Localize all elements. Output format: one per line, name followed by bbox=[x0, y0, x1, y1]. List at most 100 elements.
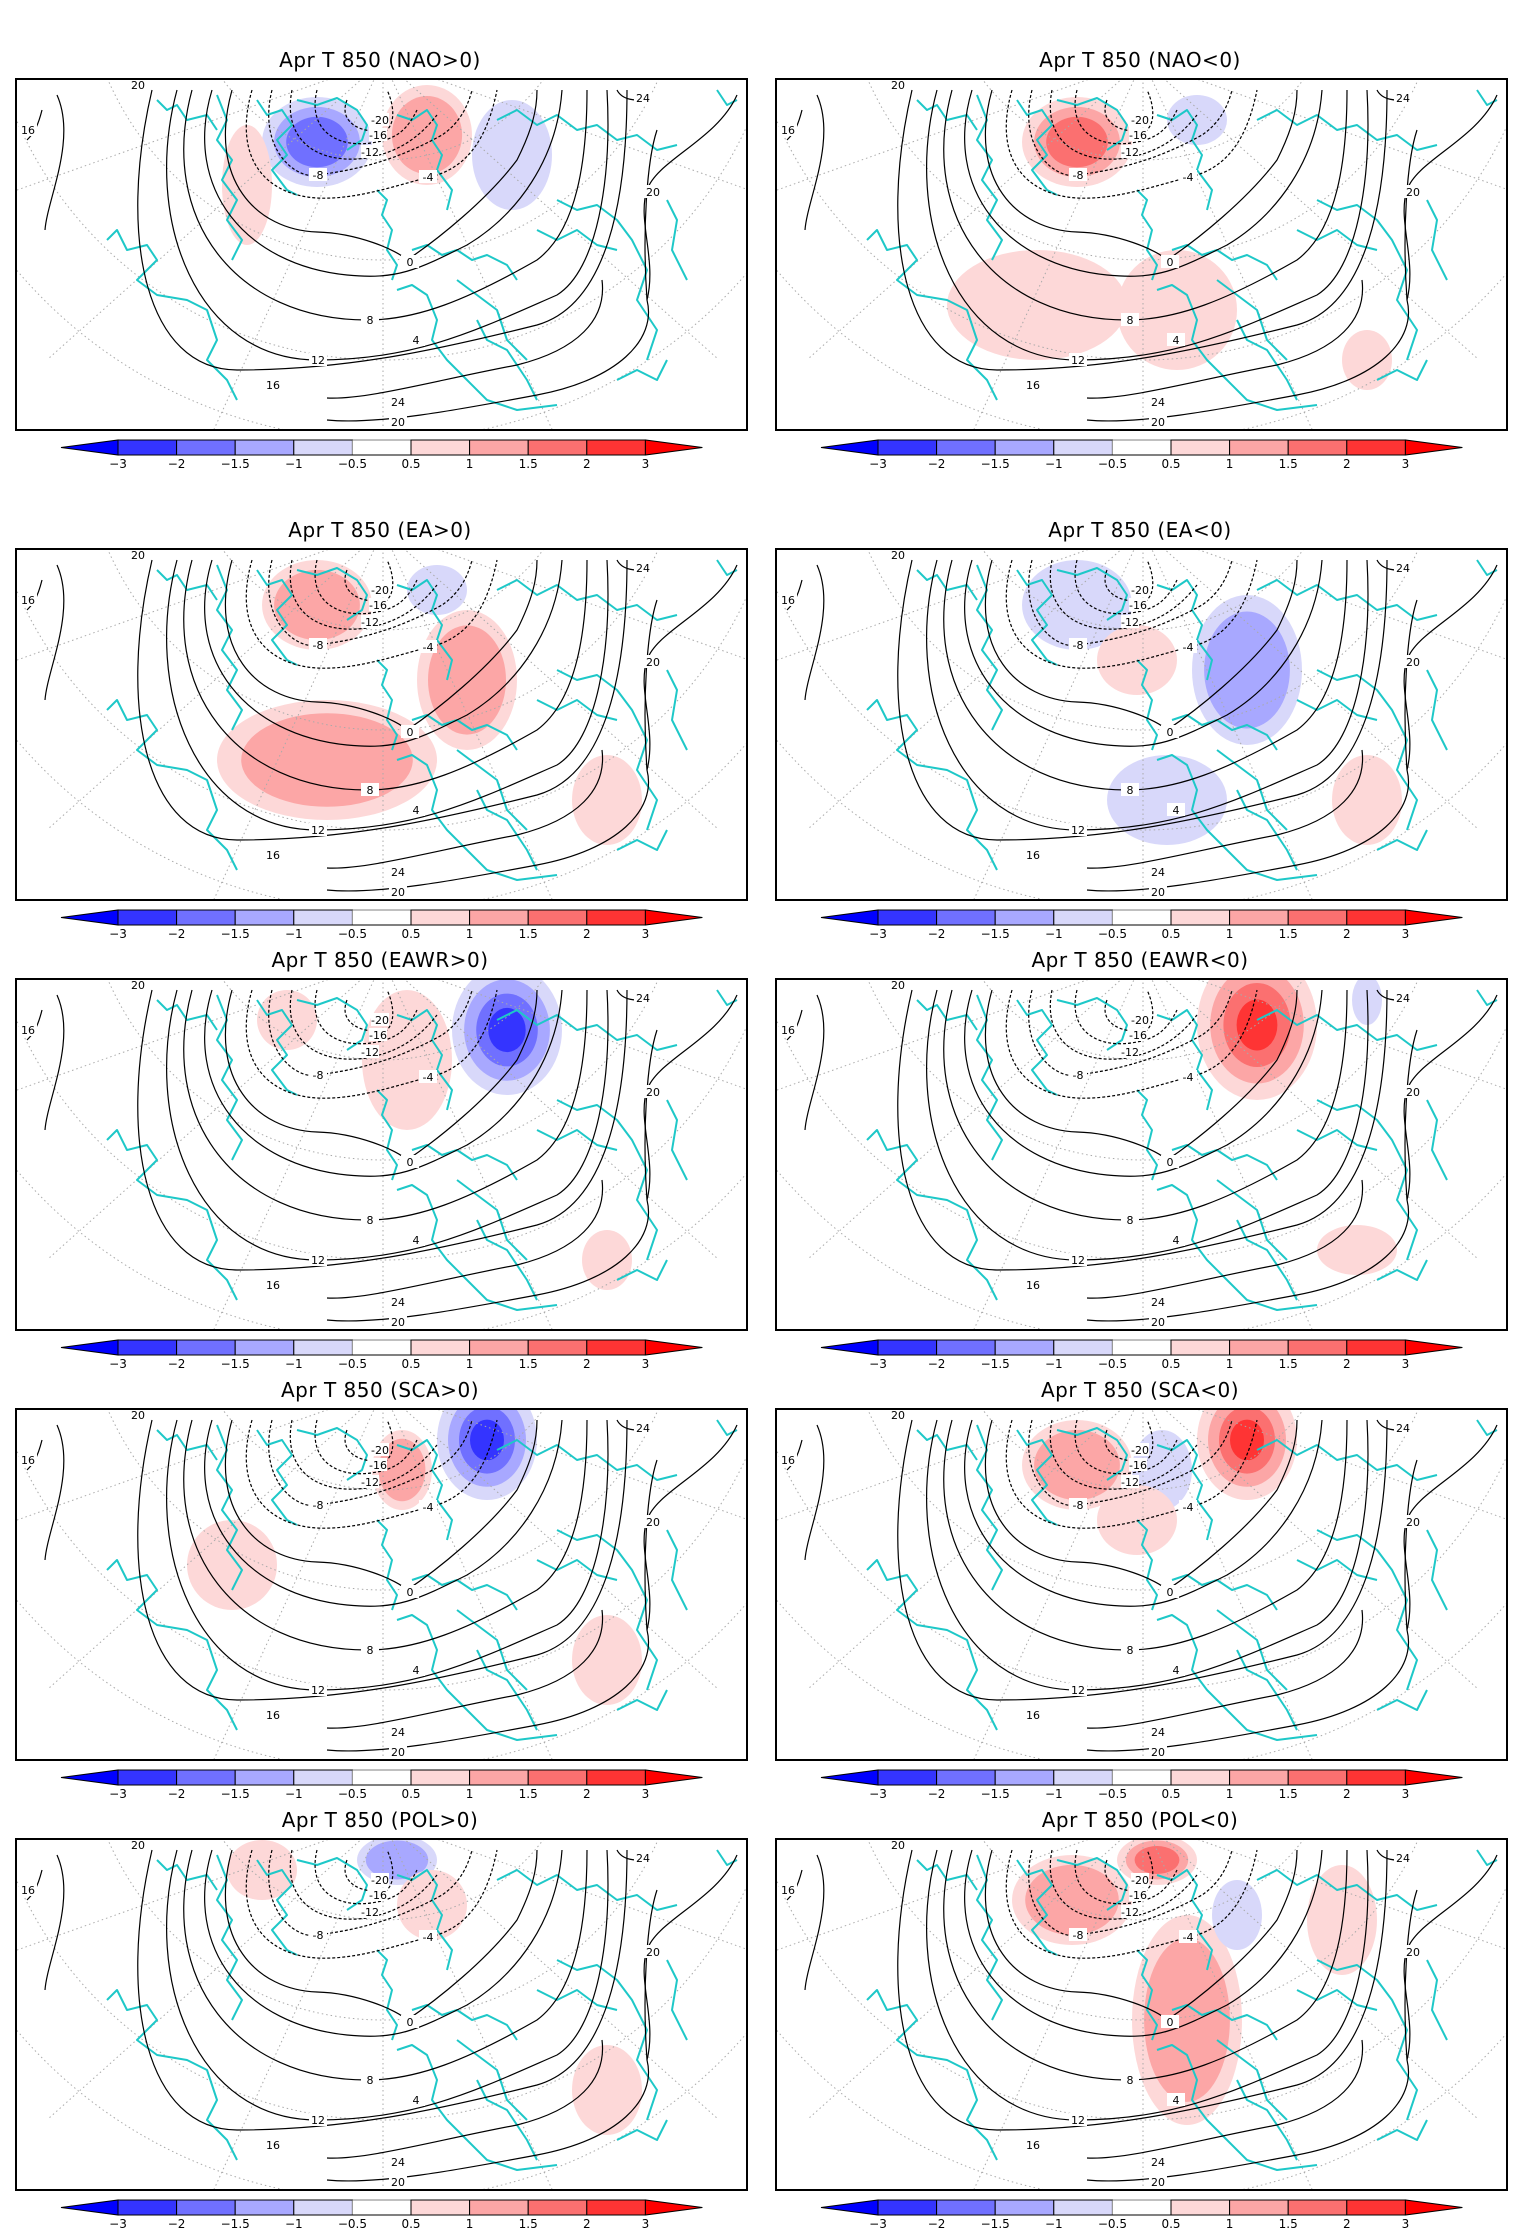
contour-line bbox=[326, 279, 604, 399]
colorbar-segment bbox=[1112, 1770, 1171, 1785]
panel-title: Apr T 850 (EAWR<0) bbox=[1031, 948, 1249, 972]
contour-label: 0 bbox=[1167, 726, 1174, 739]
anomaly-positive bbox=[1332, 755, 1402, 845]
map-canvas: 20 16 -20 -16 -12 -8 -4 0 4 8 12 16 24 20 24 20 bbox=[777, 1840, 1506, 2189]
contour-line bbox=[1086, 1889, 1418, 2182]
coastline bbox=[1376, 359, 1428, 381]
colorbar-segment bbox=[936, 1769, 996, 1786]
colorbar-min-arrow bbox=[820, 1769, 879, 1786]
coastline bbox=[616, 1259, 668, 1281]
coastline bbox=[496, 109, 678, 151]
contour-line bbox=[137, 559, 628, 841]
coastline bbox=[1426, 199, 1448, 281]
panel-title: Apr T 850 (EAWR>0) bbox=[271, 948, 489, 972]
colorbar-segment bbox=[234, 439, 295, 456]
contour-line bbox=[166, 89, 609, 361]
colorbar-tick-label: 0.5 bbox=[1161, 927, 1180, 941]
contour-label: 20 bbox=[131, 1840, 145, 1852]
contour-line bbox=[1086, 1179, 1364, 1299]
contour-line bbox=[1005, 559, 1258, 669]
contour-line bbox=[183, 989, 588, 1221]
colorbar-tick-label: −1.5 bbox=[221, 927, 250, 941]
colorbar-segment bbox=[936, 909, 996, 926]
contour-line bbox=[289, 1419, 438, 1490]
colorbar-tick-label: 3 bbox=[1402, 457, 1410, 471]
map-canvas: 20 16 -20 -16 -12 -8 -4 0 4 8 12 16 24 20 24 20 bbox=[777, 980, 1506, 1329]
contour-line bbox=[964, 559, 1323, 747]
coastline bbox=[866, 229, 998, 401]
contour-label: -16 bbox=[1129, 1889, 1147, 1902]
contour-line bbox=[1074, 89, 1178, 145]
anomaly-positive bbox=[572, 1615, 642, 1705]
coastline bbox=[411, 714, 518, 751]
coastline bbox=[1476, 89, 1498, 106]
colorbar-segment bbox=[1287, 1339, 1348, 1356]
coastline bbox=[1156, 284, 1318, 411]
colorbar-segment bbox=[293, 1769, 353, 1786]
coastline bbox=[866, 1559, 998, 1731]
contour-label: 24 bbox=[1396, 992, 1410, 1005]
contour-label: 8 bbox=[367, 1644, 374, 1657]
contour-label: 20 bbox=[391, 886, 405, 899]
panel-title: Apr T 850 (POL<0) bbox=[1041, 1808, 1239, 1832]
contour-label: -16 bbox=[1129, 1029, 1147, 1042]
map-frame: 20 16 -20 -16 -12 -8 -4 0 4 8 12 16 24 20 24 20 bbox=[775, 548, 1508, 901]
colorbar-segment bbox=[1170, 1339, 1231, 1356]
colorbar-segment bbox=[1287, 909, 1348, 926]
colorbar-tick-label: −3 bbox=[109, 1787, 127, 1801]
contour-line bbox=[926, 1849, 1369, 2121]
colorbar-tick-label: −0.5 bbox=[1098, 2217, 1127, 2231]
anomaly-negative bbox=[472, 100, 552, 210]
contour-label: 4 bbox=[413, 804, 420, 817]
colorbar-tick-label: −2 bbox=[168, 457, 186, 471]
coastline bbox=[1171, 244, 1278, 281]
colorbar-segment bbox=[234, 2199, 295, 2216]
map-panel: Apr T 850 (NAO>0) 20 16 -20 -16 -12 -8 -4 0 4 8 12 1… bbox=[0, 48, 760, 478]
contour-line bbox=[137, 989, 628, 1271]
colorbar-tick-label: −1.5 bbox=[981, 1787, 1010, 1801]
coastline bbox=[496, 579, 678, 621]
colorbar-tick-label: 3 bbox=[1402, 927, 1410, 941]
coastline bbox=[106, 229, 238, 401]
colorbar-max-arrow bbox=[1404, 2199, 1463, 2216]
temperature-contours bbox=[786, 1419, 1498, 1752]
contour-line bbox=[897, 559, 1388, 841]
panel-title: Apr T 850 (NAO<0) bbox=[1039, 48, 1241, 72]
contour-label: 8 bbox=[1127, 1214, 1134, 1227]
contour-label: 4 bbox=[413, 1664, 420, 1677]
contour-line bbox=[137, 89, 628, 371]
contour-label: -8 bbox=[313, 639, 324, 652]
coastlines bbox=[106, 559, 738, 881]
coastline bbox=[376, 1089, 398, 1181]
coastline bbox=[976, 564, 1003, 731]
contour-line bbox=[204, 1419, 563, 1607]
coastline bbox=[216, 564, 243, 731]
coastline bbox=[616, 359, 668, 381]
contour-line bbox=[44, 994, 65, 1131]
coastline bbox=[1426, 669, 1448, 751]
coastline bbox=[1236, 1649, 1298, 1731]
colorbar-tick-label: −3 bbox=[869, 1357, 887, 1371]
contour-line bbox=[137, 1419, 628, 1701]
coastline bbox=[536, 1129, 618, 1151]
coastline bbox=[556, 1529, 658, 1691]
contour-line bbox=[943, 89, 1348, 321]
anomaly-shading bbox=[222, 85, 552, 245]
contour-label: 12 bbox=[311, 1684, 325, 1697]
colorbar-segment bbox=[410, 2199, 471, 2216]
coastline bbox=[666, 1529, 688, 1611]
coastline bbox=[1316, 1099, 1418, 1261]
contour-label: 20 bbox=[891, 980, 905, 992]
colorbar-segment bbox=[1112, 2200, 1171, 2215]
colorbar-segment bbox=[1229, 909, 1289, 926]
panel-title: Apr T 850 (SCA<0) bbox=[1041, 1378, 1239, 1402]
map-frame: 20 16 -20 -16 -12 -8 -4 0 4 8 12 16 24 20 24 20 bbox=[15, 1408, 748, 1761]
contour-line bbox=[1049, 559, 1198, 630]
contour-label: -20 bbox=[1131, 1014, 1149, 1027]
coastline bbox=[866, 1129, 998, 1301]
map-canvas: 20 16 -20 -16 -12 -8 -4 0 4 8 12 16 24 20 24 20 bbox=[17, 1410, 746, 1759]
contour-label: 0 bbox=[1167, 1156, 1174, 1169]
colorbar-tick-label: 1 bbox=[466, 927, 474, 941]
coastline bbox=[1016, 1429, 1058, 1526]
coastline bbox=[476, 319, 538, 401]
